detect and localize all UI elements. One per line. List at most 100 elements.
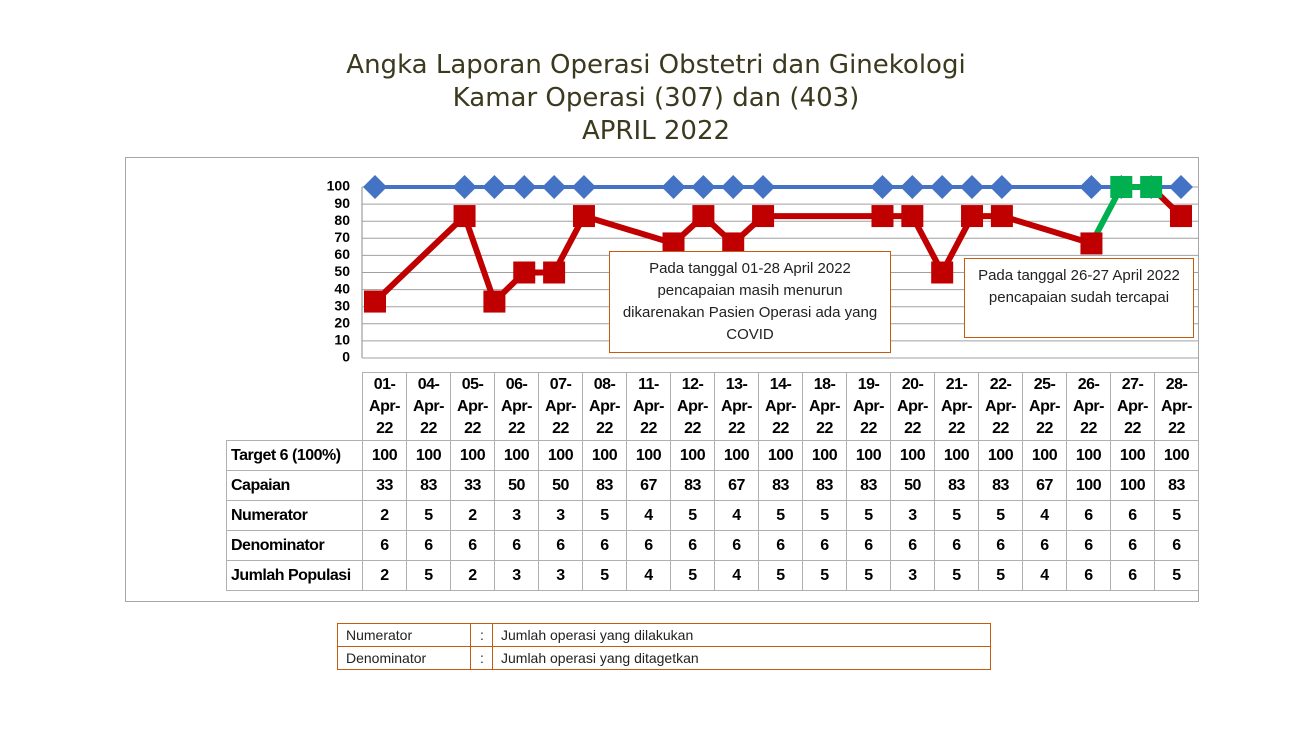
table-value: 6 — [1110, 560, 1155, 591]
target-marker — [452, 175, 477, 199]
table-value: 100 — [802, 440, 847, 471]
target-marker — [900, 175, 925, 199]
table-value: 33 — [450, 470, 495, 501]
table-value: 5 — [758, 500, 803, 531]
table-value: 5 — [978, 560, 1023, 591]
table-value: 5 — [978, 500, 1023, 531]
table-value: 50 — [538, 470, 583, 501]
table-value: 100 — [758, 440, 803, 471]
capaian-marker — [1140, 176, 1163, 198]
date-header: 08-Apr-22 — [582, 372, 627, 441]
table-value: 6 — [846, 530, 891, 561]
table-value: 6 — [714, 530, 759, 561]
row-name: Denominator — [226, 530, 363, 561]
table-value: 100 — [670, 440, 715, 471]
table-value: 6 — [1154, 530, 1199, 561]
capaian-marker — [871, 205, 894, 228]
capaian-marker — [513, 261, 536, 284]
table-value: 6 — [538, 530, 583, 561]
row-name: Capaian — [226, 470, 363, 501]
table-value: 3 — [538, 560, 583, 591]
table-value: 83 — [582, 470, 627, 501]
y-tick-label: 50 — [334, 263, 350, 279]
definition-term: Denominator — [337, 646, 471, 670]
table-value: 100 — [890, 440, 935, 471]
table-value: 2 — [362, 560, 407, 591]
y-tick-label: 20 — [334, 315, 350, 331]
y-tick-label: 60 — [334, 246, 350, 262]
table-value: 6 — [582, 530, 627, 561]
capaian-marker — [961, 205, 984, 228]
definition-text: Jumlah operasi yang ditagetkan — [492, 646, 991, 670]
table-value: 3 — [494, 500, 539, 531]
table-value: 100 — [450, 440, 495, 471]
table-value: 3 — [494, 560, 539, 591]
date-header: 11-Apr-22 — [626, 372, 671, 441]
target-marker — [691, 175, 716, 199]
capaian-marker — [752, 205, 775, 228]
target-marker — [1169, 175, 1193, 199]
table-value: 5 — [758, 560, 803, 591]
capaian-marker — [1110, 176, 1133, 198]
date-header: 12-Apr-22 — [670, 372, 715, 441]
table-value: 83 — [670, 470, 715, 501]
table-value: 6 — [1022, 530, 1067, 561]
capaian-marker — [692, 205, 715, 228]
table-value: 83 — [934, 470, 979, 501]
table-value: 5 — [934, 500, 979, 531]
target-marker — [661, 175, 686, 199]
table-value: 6 — [758, 530, 803, 561]
target-marker — [512, 175, 537, 199]
table-value: 5 — [934, 560, 979, 591]
capaian-segment — [583, 213, 675, 247]
date-header: 20-Apr-22 — [890, 372, 935, 441]
capaian-marker — [990, 205, 1013, 228]
y-tick-label: 0 — [342, 349, 350, 365]
table-value: 100 — [934, 440, 979, 471]
table-value: 6 — [450, 530, 495, 561]
date-header: 21-Apr-22 — [934, 372, 979, 441]
table-value: 100 — [1110, 470, 1155, 501]
title-line: APRIL 2022 — [581, 116, 731, 146]
table-value: 100 — [978, 440, 1023, 471]
table-value: 5 — [582, 500, 627, 531]
table-value: 4 — [1022, 560, 1067, 591]
table-value: 2 — [450, 560, 495, 591]
table-value: 67 — [1022, 470, 1067, 501]
capaian-marker — [543, 261, 566, 284]
table-value: 5 — [846, 500, 891, 531]
row-name: Jumlah Populasi — [226, 560, 363, 591]
table-value: 3 — [890, 560, 935, 591]
row-name: Numerator — [226, 500, 363, 531]
table-value: 100 — [1066, 470, 1111, 501]
definition-text: Jumlah operasi yang dilakukan — [492, 623, 991, 647]
definition-term: Numerator — [337, 623, 471, 647]
table-value: 4 — [626, 500, 671, 531]
table-value: 5 — [406, 500, 451, 531]
table-value: 5 — [670, 560, 715, 591]
date-header: 04-Apr-22 — [406, 372, 451, 441]
table-value: 100 — [494, 440, 539, 471]
table-value: 6 — [978, 530, 1023, 561]
table-value: 6 — [670, 530, 715, 561]
table-value: 6 — [890, 530, 935, 561]
table-value: 6 — [1066, 500, 1111, 531]
capaian-marker — [453, 205, 476, 228]
y-tick-label: 40 — [334, 280, 350, 296]
table-value: 4 — [714, 500, 759, 531]
table-value: 5 — [582, 560, 627, 591]
date-header: 05-Apr-22 — [450, 372, 495, 441]
table-value: 100 — [582, 440, 627, 471]
table-value: 5 — [406, 560, 451, 591]
table-value: 3 — [890, 500, 935, 531]
date-header: 27-Apr-22 — [1110, 372, 1155, 441]
row-name: Target 6 (100%) — [226, 440, 363, 471]
date-header: 14-Apr-22 — [758, 372, 803, 441]
date-header: 26-Apr-22 — [1066, 372, 1111, 441]
table-value: 2 — [362, 500, 407, 531]
date-header: 19-Apr-22 — [846, 372, 891, 441]
definition-separator: : — [470, 623, 493, 647]
table-value: 100 — [362, 440, 407, 471]
capaian-marker — [901, 205, 924, 228]
